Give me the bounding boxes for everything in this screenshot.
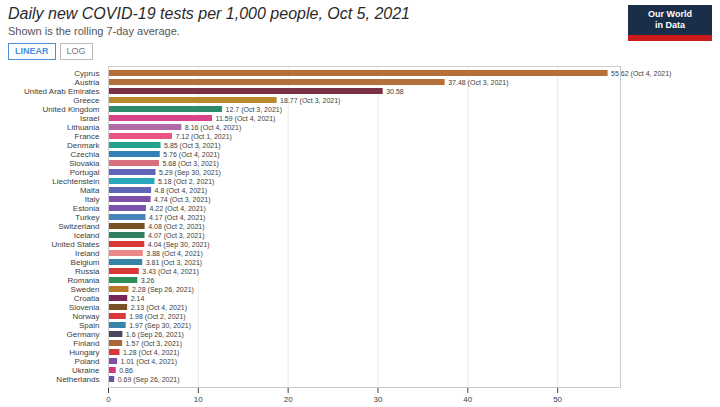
svg-text:5.18 (Oct 2, 2021): 5.18 (Oct 2, 2021) <box>158 178 214 186</box>
html-text:Daily new COVID-19 tests per 1: Daily new COVID-19 tests per 1,000 peopl… <box>8 5 410 22</box>
svg-text:Lithuania: Lithuania <box>67 123 100 132</box>
svg-text:Ireland: Ireland <box>75 249 99 258</box>
svg-text:3.26: 3.26 <box>141 277 155 284</box>
svg-text:3.88 (Oct 4, 2021): 3.88 (Oct 4, 2021) <box>146 250 202 258</box>
svg-text:0.86: 0.86 <box>119 367 133 374</box>
svg-text:30.58: 30.58 <box>386 88 404 95</box>
svg-text:Greece: Greece <box>73 96 100 105</box>
svg-text:Germany: Germany <box>67 330 100 339</box>
svg-text:Spain: Spain <box>79 321 99 330</box>
svg-text:Portugal: Portugal <box>70 168 100 177</box>
svg-text:Ukraine: Ukraine <box>72 366 100 375</box>
svg-text:Norway: Norway <box>72 312 99 321</box>
svg-text:20: 20 <box>284 395 293 404</box>
svg-text:France: France <box>75 132 100 141</box>
svg-text:18.77 (Oct 3, 2021): 18.77 (Oct 3, 2021) <box>280 97 340 105</box>
html-text:Shown is the rolling 7-day ave: Shown is the rolling 7-day average. <box>8 25 180 37</box>
svg-text:4.17 (Oct 4, 2021): 4.17 (Oct 4, 2021) <box>149 214 205 222</box>
svg-text:0.69 (Sep 26, 2021): 0.69 (Sep 26, 2021) <box>118 376 180 384</box>
svg-text:2.13 (Oct 4, 2021): 2.13 (Oct 4, 2021) <box>131 304 187 312</box>
svg-text:5.29 (Sep 30, 2021): 5.29 (Sep 30, 2021) <box>159 169 221 177</box>
svg-text:Croatia: Croatia <box>74 294 100 303</box>
svg-text:10: 10 <box>194 395 203 404</box>
svg-text:1.98 (Oct 2, 2021): 1.98 (Oct 2, 2021) <box>129 313 185 321</box>
svg-text:United States: United States <box>51 240 99 249</box>
svg-text:5.76 (Oct 4, 2021): 5.76 (Oct 4, 2021) <box>163 151 219 159</box>
svg-text:4.22 (Oct 4, 2021): 4.22 (Oct 4, 2021) <box>149 205 205 213</box>
svg-text:37.48 (Oct 3, 2021): 37.48 (Oct 3, 2021) <box>448 79 508 87</box>
svg-text:4.8 (Oct 4, 2021): 4.8 (Oct 4, 2021) <box>155 187 208 195</box>
svg-text:Hungary: Hungary <box>69 348 99 357</box>
html-text:LINEAR: LINEAR <box>15 46 49 56</box>
svg-text:Finland: Finland <box>73 339 99 348</box>
svg-text:55.62 (Oct 4, 2021): 55.62 (Oct 4, 2021) <box>611 69 672 77</box>
svg-text:Liechtenstein: Liechtenstein <box>52 177 99 186</box>
svg-text:5.68 (Oct 3, 2021): 5.68 (Oct 3, 2021) <box>163 160 219 168</box>
svg-text:4.74 (Oct 3, 2021): 4.74 (Oct 3, 2021) <box>154 196 210 204</box>
svg-text:4.08 (Oct 2, 2021): 4.08 (Oct 2, 2021) <box>148 223 204 231</box>
svg-text:3.81 (Oct 3, 2021): 3.81 (Oct 3, 2021) <box>146 259 202 267</box>
svg-text:Israel: Israel <box>80 114 100 123</box>
svg-text:Malta: Malta <box>80 186 100 195</box>
html-text:in Data: in Data <box>655 20 685 30</box>
svg-text:Slovakia: Slovakia <box>69 159 100 168</box>
svg-text:1.01 (Oct 4, 2021): 1.01 (Oct 4, 2021) <box>121 358 177 366</box>
svg-text:7.12 (Oct 1, 2021): 7.12 (Oct 1, 2021) <box>175 133 231 141</box>
svg-text:Cyprus: Cyprus <box>74 69 99 78</box>
svg-text:1.57 (Oct 3, 2021): 1.57 (Oct 3, 2021) <box>126 340 182 348</box>
svg-text:30: 30 <box>374 395 383 404</box>
svg-text:0: 0 <box>106 395 111 404</box>
svg-text:4.07 (Oct 3, 2021): 4.07 (Oct 3, 2021) <box>148 232 204 240</box>
svg-text:11.59 (Oct 4, 2021): 11.59 (Oct 4, 2021) <box>216 115 276 123</box>
svg-text:4.04 (Sep 30, 2021): 4.04 (Sep 30, 2021) <box>148 241 210 249</box>
svg-text:8.16 (Oct 4, 2021): 8.16 (Oct 4, 2021) <box>185 124 241 132</box>
svg-text:Netherlands: Netherlands <box>56 375 99 384</box>
svg-text:Romania: Romania <box>67 276 100 285</box>
svg-text:Denmark: Denmark <box>67 141 100 150</box>
html-text:Our World: Our World <box>648 9 692 19</box>
svg-text:Slovenia: Slovenia <box>69 303 100 312</box>
svg-text:Iceland: Iceland <box>74 231 100 240</box>
svg-text:Austria: Austria <box>75 78 100 87</box>
svg-text:United Arab Emirates: United Arab Emirates <box>24 87 100 96</box>
svg-text:Switzerland: Switzerland <box>58 222 99 231</box>
svg-text:5.85 (Oct 3, 2021): 5.85 (Oct 3, 2021) <box>164 142 220 150</box>
svg-text:Poland: Poland <box>75 357 100 366</box>
svg-text:2.14: 2.14 <box>131 295 145 302</box>
svg-text:United Kingdom: United Kingdom <box>43 105 100 114</box>
svg-text:1.6 (Sep 26, 2021): 1.6 (Sep 26, 2021) <box>126 331 184 339</box>
svg-text:1.97 (Sep 30, 2021): 1.97 (Sep 30, 2021) <box>129 322 191 330</box>
svg-text:Turkey: Turkey <box>75 213 99 222</box>
svg-text:Sweden: Sweden <box>71 285 100 294</box>
svg-text:Italy: Italy <box>85 195 100 204</box>
svg-text:40: 40 <box>463 395 472 404</box>
svg-text:Estonia: Estonia <box>73 204 100 213</box>
svg-text:3.43 (Oct 4, 2021): 3.43 (Oct 4, 2021) <box>142 268 198 276</box>
svg-text:Russia: Russia <box>75 267 100 276</box>
svg-text:Czechia: Czechia <box>71 150 100 159</box>
html-text:LOG: LOG <box>66 46 86 56</box>
svg-text:1.28 (Oct 4, 2021): 1.28 (Oct 4, 2021) <box>123 349 179 357</box>
svg-text:Belgium: Belgium <box>71 258 100 267</box>
svg-text:12.7 (Oct 3, 2021): 12.7 (Oct 3, 2021) <box>226 106 282 114</box>
svg-text:2.28 (Sep 26, 2021): 2.28 (Sep 26, 2021) <box>132 286 194 294</box>
svg-text:50: 50 <box>553 395 562 404</box>
